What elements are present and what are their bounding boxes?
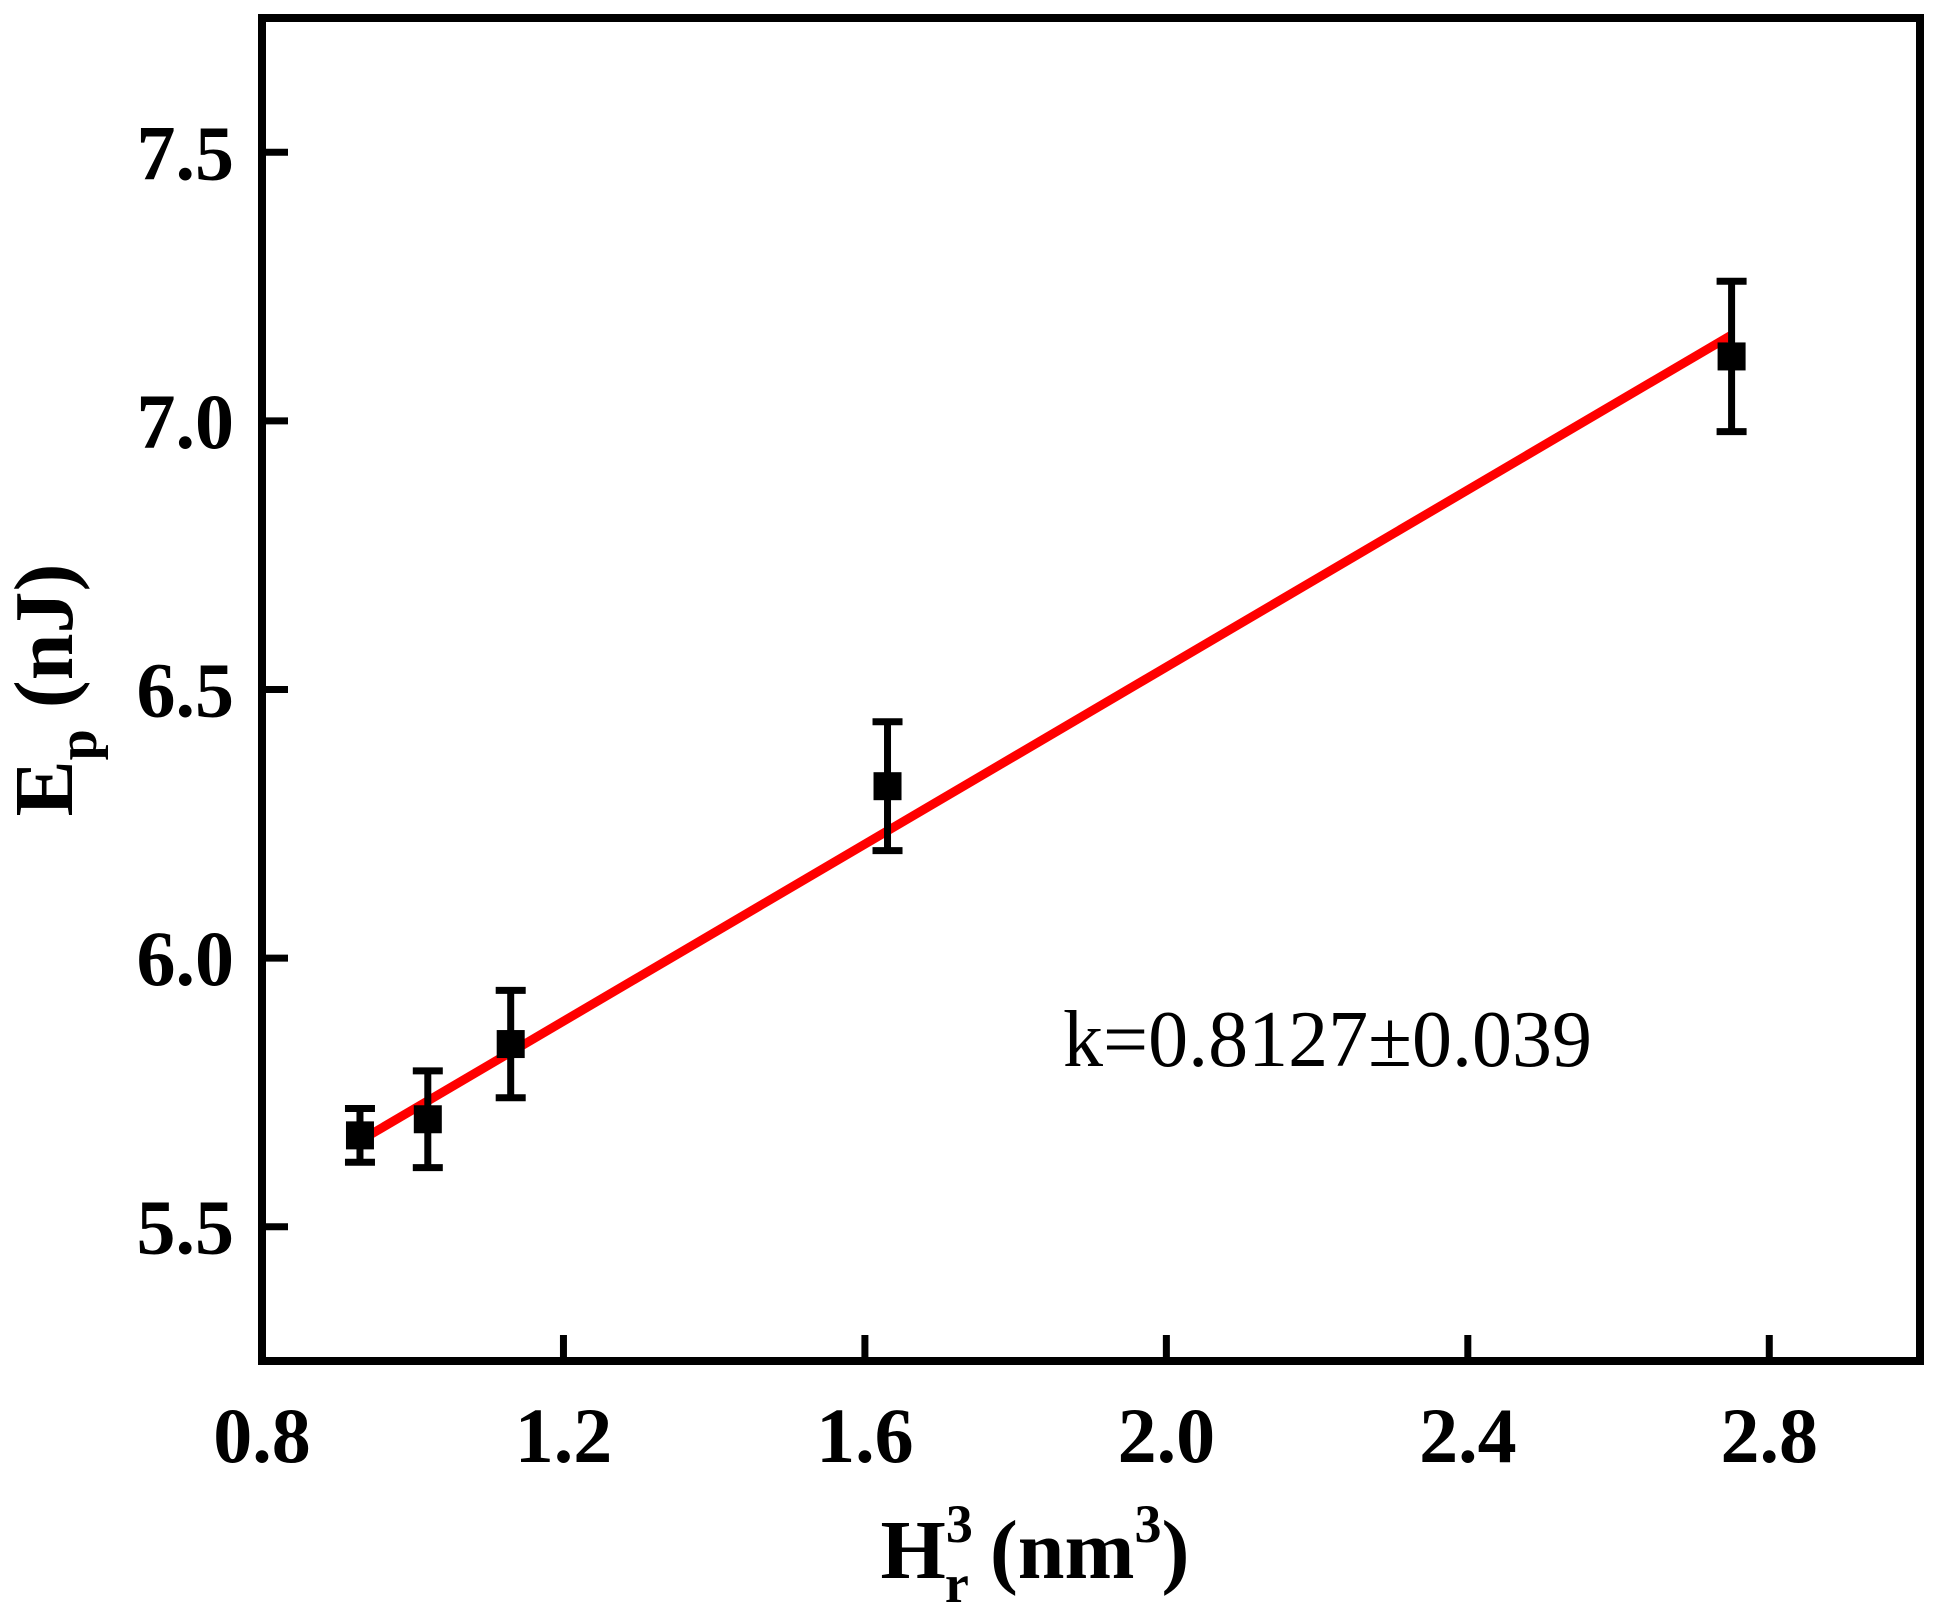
plot-frame [258, 14, 1924, 1365]
x-tick-label: 2.4 [1419, 1392, 1517, 1479]
y-tick-label: 5.5 [137, 1184, 235, 1271]
y-tick-label: 6.0 [137, 915, 235, 1002]
y-axis-label-main: E [0, 760, 91, 816]
x-axis-label-unit-open: (nm [969, 1504, 1135, 1597]
data-point-group [412, 1067, 443, 1172]
fit-annotation: k=0.8127±0.039 [1063, 996, 1592, 1084]
data-point [496, 1030, 525, 1059]
y-tick-labels: 5.5 6.0 6.5 7.0 7.5 [137, 109, 235, 1270]
x-tick-label: 2.8 [1721, 1392, 1819, 1479]
x-axis-label: H3 r (nm3) [881, 1494, 1190, 1614]
fit-layer [357, 331, 1734, 1145]
data-point-group [495, 986, 526, 1102]
y-axis-label-rest: (nJ) [0, 564, 91, 730]
y-tick-label: 7.0 [137, 378, 235, 465]
data-point [413, 1105, 442, 1134]
points-layer [344, 277, 1747, 1172]
x-tick-label: 0.8 [213, 1392, 311, 1479]
data-point [345, 1121, 374, 1150]
x-axis-label-unit-sup: 3 [1135, 1494, 1162, 1554]
x-axis-label-unit-close: ) [1162, 1504, 1190, 1597]
y-axis-label: Ep (nJ) [0, 564, 109, 817]
y-axis-label-sub: p [47, 729, 109, 760]
x-axis-label-sup: 3 [946, 1494, 973, 1554]
x-tick-label: 1.6 [816, 1392, 914, 1479]
data-point [873, 772, 902, 801]
x-tick-label: 1.2 [515, 1392, 613, 1479]
y-tick-label: 6.5 [137, 647, 235, 734]
data-point-group [872, 718, 903, 855]
data-point-group [1716, 277, 1747, 436]
axis-ticks [258, 148, 1773, 1361]
y-tick-label: 7.5 [137, 109, 235, 196]
x-axis-label-sub: r [945, 1554, 969, 1614]
x-tick-labels: 0.8 1.2 1.6 2.0 2.4 2.8 [213, 1392, 1818, 1479]
data-point-group [344, 1105, 375, 1166]
x-tick-label: 2.0 [1118, 1392, 1216, 1479]
x-axis-label-main: H [881, 1504, 946, 1597]
fit-line [357, 331, 1734, 1145]
data-point [1717, 342, 1746, 371]
